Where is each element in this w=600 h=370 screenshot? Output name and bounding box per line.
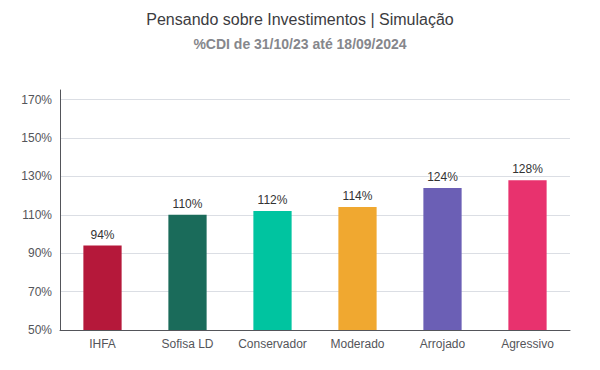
svg-text:Moderado: Moderado <box>330 337 384 351</box>
svg-text:150%: 150% <box>21 131 52 145</box>
svg-text:128%: 128% <box>512 162 543 176</box>
svg-text:IHFA: IHFA <box>89 337 116 351</box>
svg-text:Arrojado: Arrojado <box>420 337 466 351</box>
svg-text:70%: 70% <box>28 285 52 299</box>
svg-text:50%: 50% <box>28 323 52 337</box>
svg-text:110%: 110% <box>22 208 52 222</box>
svg-text:170%: 170% <box>21 93 52 107</box>
svg-text:Agressivo: Agressivo <box>501 337 554 351</box>
svg-text:112%: 112% <box>258 193 288 207</box>
svg-text:90%: 90% <box>28 246 52 260</box>
svg-text:Pensando sobre Investimentos |: Pensando sobre Investimentos | Simulação <box>146 11 454 28</box>
svg-text:124%: 124% <box>427 170 458 184</box>
svg-text:114%: 114% <box>343 189 373 203</box>
svg-text:130%: 130% <box>21 169 52 183</box>
svg-text:Sofisa LD: Sofisa LD <box>161 337 213 351</box>
svg-text:110%: 110% <box>173 197 203 211</box>
svg-text:%CDI de 31/10/23 até 18/09/202: %CDI de 31/10/23 até 18/09/2024 <box>193 36 406 52</box>
svg-text:Conservador: Conservador <box>238 337 307 351</box>
svg-text:94%: 94% <box>90 228 114 242</box>
